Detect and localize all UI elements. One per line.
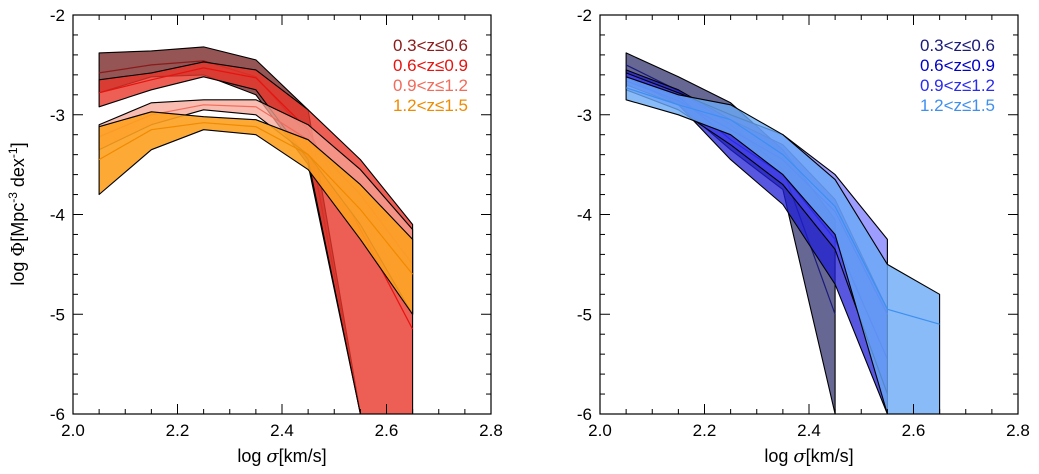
left-x-tick-label: 2.2	[166, 421, 190, 440]
left-ticks: 2.0 2.2 2.4 2.6 2.8 -2 -3 -4 -5 -6	[50, 6, 503, 440]
left-x-tick-label: 2.4	[270, 421, 294, 440]
left-x-axis-title: log σ[km/s]	[237, 446, 326, 467]
right-band-3	[625, 76, 941, 415]
left-x-tick-label: 2.6	[375, 421, 399, 440]
right-x-axis-title-suffix: [km/s]	[806, 446, 854, 466]
left-band-3	[98, 111, 414, 315]
right-x-tick-label: 2.2	[693, 421, 717, 440]
left-x-axis-title-symbol: σ	[266, 446, 279, 467]
right-panel: 2.0 2.2 2.4 2.6 2.8 -2 -3 -4 -5 -6 0.3<z≤0.60.6<z…	[577, 6, 1030, 467]
left-legend-entry-2: 0.9<z≤1.2	[393, 76, 468, 95]
right-x-axis-title-symbol: σ	[793, 446, 806, 467]
left-x-tick-label: 2.8	[479, 421, 503, 440]
left-y-axis-title-sup2: -1	[6, 147, 20, 158]
right-legend-entry-1: 0.6<z≤0.9	[920, 56, 995, 75]
left-y-axis-title-symbol: Φ	[8, 242, 29, 257]
left-x-tick-label: 2.0	[61, 421, 85, 440]
left-x-axis-title-suffix: [km/s]	[279, 446, 327, 466]
left-center-line-3	[98, 122, 414, 275]
right-legend-entry-2: 0.9<z≤1.2	[920, 76, 995, 95]
left-panel: 2.0 2.2 2.4 2.6 2.8 -2 -3 -4 -5 -6 0.3<z≤0.60.6<z…	[6, 6, 503, 467]
left-y-axis-title-prefix: log	[8, 257, 28, 286]
left-y-tick-label: -5	[50, 305, 65, 324]
right-ticks: 2.0 2.2 2.4 2.6 2.8 -2 -3 -4 -5 -6	[577, 6, 1030, 440]
left-y-tick-label: -3	[50, 106, 65, 125]
right-y-tick-label: -5	[577, 305, 592, 324]
left-y-axis-title-mid: dex	[8, 158, 28, 192]
left-y-tick-label: -4	[50, 206, 65, 225]
right-y-tick-label: -2	[577, 6, 592, 25]
right-y-tick-label: -3	[577, 106, 592, 125]
right-legend-entry-0: 0.3<z≤0.6	[920, 36, 995, 55]
right-center-line-3	[625, 87, 940, 325]
left-bands	[98, 46, 414, 415]
left-x-axis-title-prefix: log	[237, 446, 266, 466]
left-legend: 0.3<z≤0.60.6<z≤0.90.9<z≤1.21.2<z≤1.5	[393, 36, 468, 115]
right-x-tick-label: 2.4	[797, 421, 821, 440]
left-legend-entry-1: 0.6<z≤0.9	[393, 56, 468, 75]
right-x-axis-title: log σ[km/s]	[764, 446, 853, 467]
left-y-tick-label: -6	[50, 405, 65, 424]
right-y-tick-label: -4	[577, 206, 592, 225]
left-y-axis-title-unit: [Mpc	[8, 203, 28, 242]
left-y-axis-title-sup: -3	[6, 192, 20, 203]
right-x-tick-label: 2.8	[1006, 421, 1030, 440]
left-y-axis-title: log Φ[Mpc-3 dex-1]	[6, 142, 29, 285]
left-y-tick-label: -2	[50, 6, 65, 25]
right-legend-entry-3: 1.2<z≤1.5	[920, 96, 995, 115]
right-y-tick-label: -6	[577, 405, 592, 424]
right-legend: 0.3<z≤0.60.6<z≤0.90.9<z≤1.21.2<z≤1.5	[920, 36, 995, 115]
right-x-tick-label: 2.0	[588, 421, 612, 440]
left-y-axis-title-end: ]	[8, 142, 28, 147]
right-bands	[625, 52, 941, 415]
right-x-axis-title-prefix: log	[764, 446, 793, 466]
left-legend-entry-0: 0.3<z≤0.6	[393, 36, 468, 55]
left-legend-entry-3: 1.2<z≤1.5	[393, 96, 468, 115]
right-x-tick-label: 2.6	[902, 421, 926, 440]
